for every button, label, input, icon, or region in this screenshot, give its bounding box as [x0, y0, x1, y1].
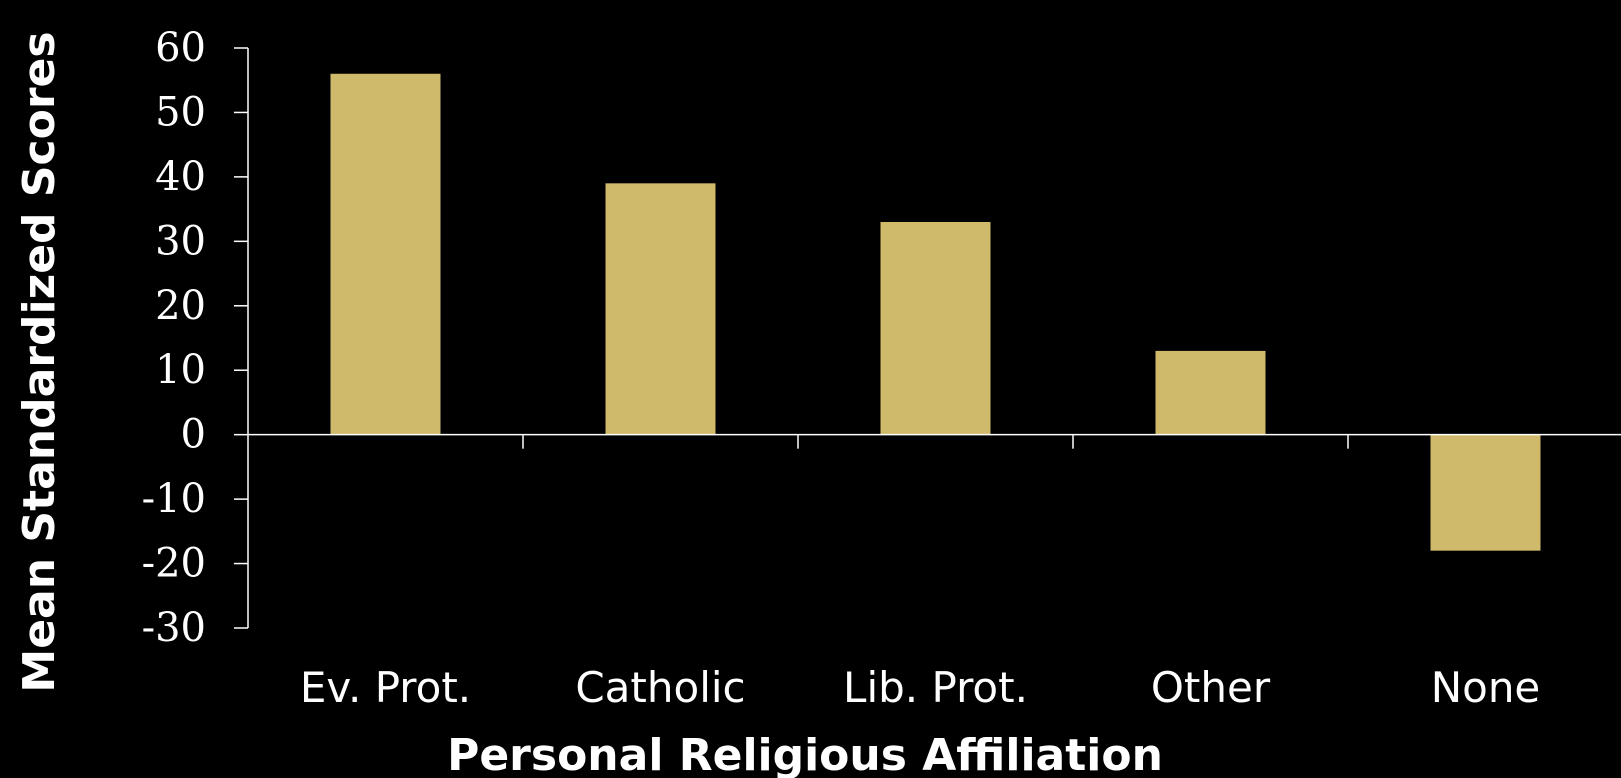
- bars: [330, 73, 1541, 551]
- x-category-label: Lib. Prot.: [843, 663, 1028, 712]
- x-axis-ticks: [522, 434, 1349, 449]
- bar: [1155, 350, 1266, 435]
- y-tick-label: 0: [181, 412, 206, 458]
- x-axis-title: Personal Religious Affiliation: [447, 730, 1163, 778]
- bar: [880, 222, 991, 435]
- y-tick-label: 40: [155, 154, 206, 200]
- bar: [330, 73, 441, 435]
- y-axis-ticks: 60 50 40 30 20 10 0 -10 -20 -30: [142, 25, 248, 651]
- x-category-label: Catholic: [575, 663, 745, 712]
- y-tick-label: -30: [142, 605, 206, 651]
- y-tick-label: 10: [155, 347, 206, 393]
- y-tick-label: 60: [155, 25, 206, 71]
- y-tick-label: -20: [142, 541, 206, 587]
- y-tick-label: -10: [142, 476, 206, 522]
- bar: [1430, 434, 1541, 551]
- y-tick-label: 30: [155, 218, 206, 264]
- x-category-label: None: [1431, 663, 1541, 712]
- y-tick-label: 20: [155, 283, 206, 329]
- x-axis-category-labels: Ev. Prot. Catholic Lib. Prot. Other None: [300, 663, 1540, 712]
- y-axis-title: Mean Standardized Scores: [14, 31, 65, 692]
- x-category-label: Ev. Prot.: [300, 663, 471, 712]
- x-category-label: Other: [1151, 663, 1271, 712]
- y-tick-label: 50: [155, 89, 206, 135]
- bar: [605, 183, 716, 435]
